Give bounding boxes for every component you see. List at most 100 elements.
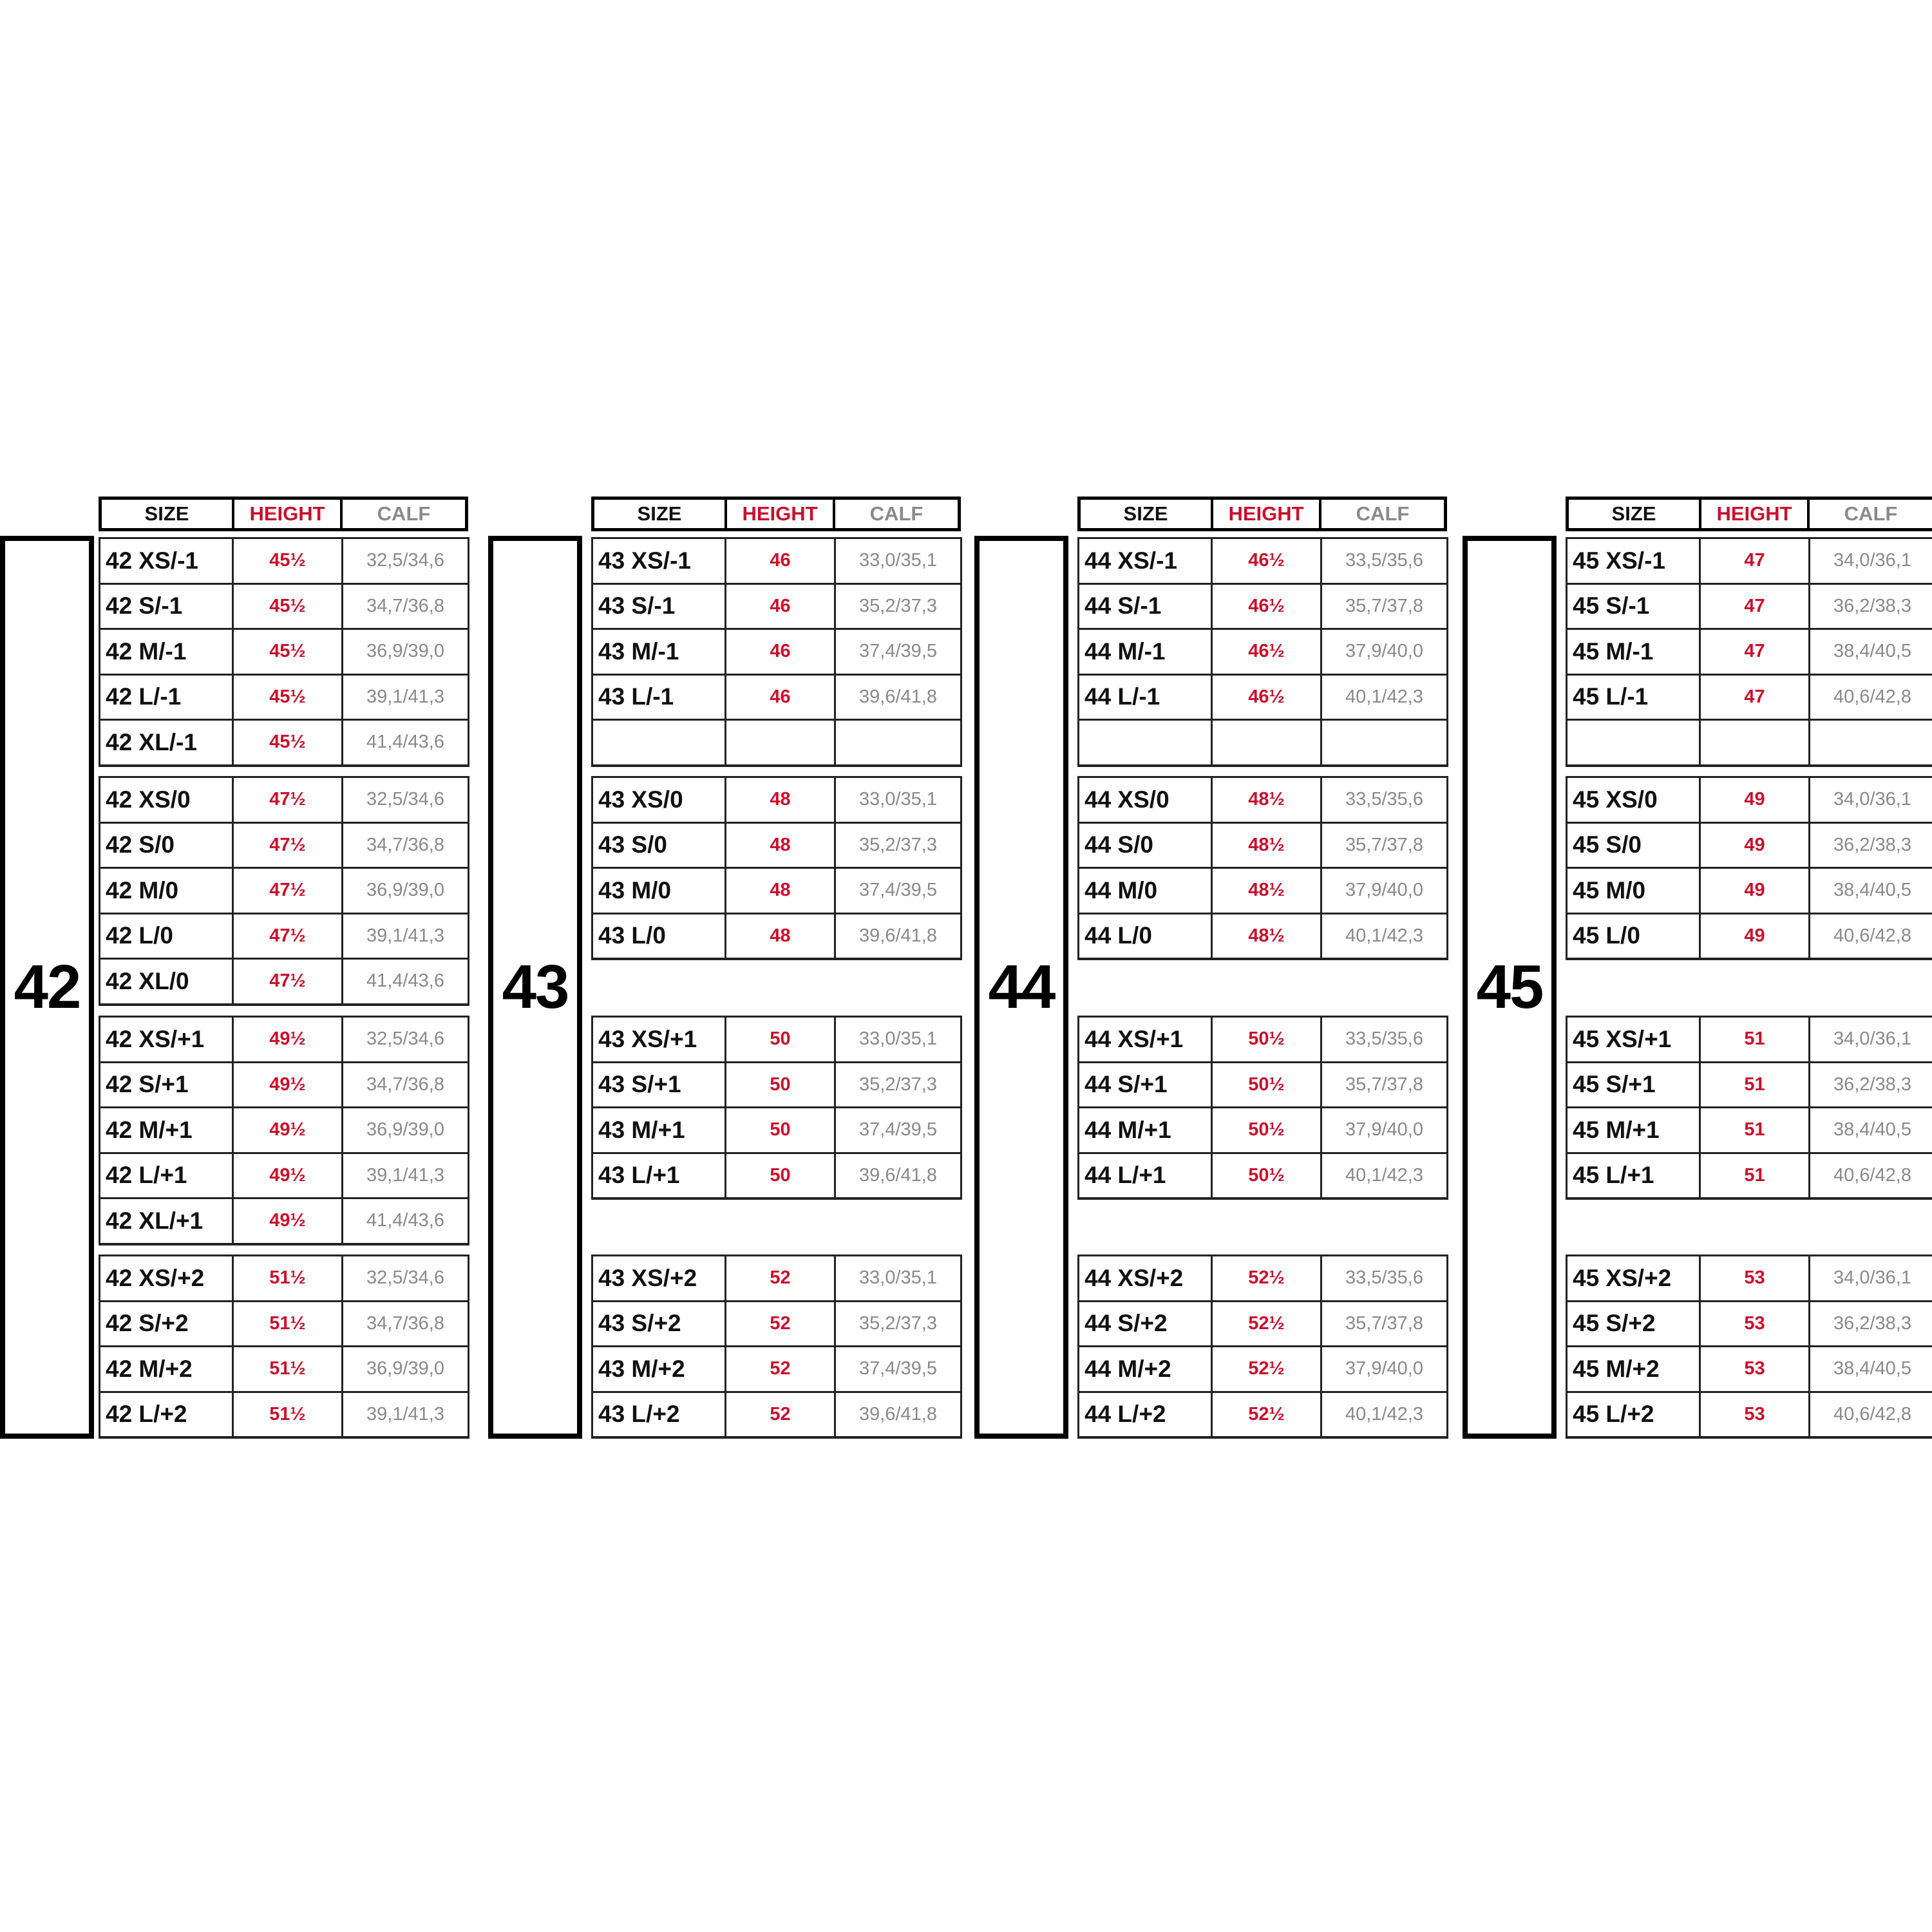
- calf-cell: 35,7/37,8: [1345, 1074, 1423, 1095]
- calf-cell: 36,2/38,3: [1833, 1074, 1911, 1095]
- size-cell: 45 L/+1: [1567, 1153, 1701, 1197]
- table-row: 45 XS/0 49 34,0/36,1: [1567, 778, 1932, 824]
- size-cell: [593, 721, 726, 764]
- table-row: 42 XL/-1 45½ 41,4/43,6: [100, 721, 468, 764]
- calf-cell: 36,9/39,0: [366, 1119, 444, 1141]
- calf-cell: 40,6/42,8: [1833, 925, 1911, 946]
- size-cell: 42 M/+1: [100, 1108, 234, 1152]
- height-cell: 50: [726, 1108, 836, 1152]
- table-row: 44 L/0 48½ 40,1/42,3: [1079, 914, 1446, 958]
- height-cell: 46½: [1213, 584, 1322, 628]
- table-row: 42 S/-1 45½ 34,7/36,8: [100, 584, 468, 630]
- height-cell: 47½: [234, 778, 343, 822]
- height-cell: 50½: [1213, 1018, 1322, 1061]
- calf-cell: 33,5/35,6: [1345, 789, 1423, 810]
- size-cell: 44 M/0: [1079, 869, 1213, 913]
- calf-cell: 35,2/37,3: [859, 595, 937, 616]
- header-size: SIZE: [594, 500, 727, 528]
- calf-cell: [1810, 721, 1932, 764]
- calf-cell: 35,2/37,3: [859, 834, 937, 855]
- height-cell: 46½: [1213, 630, 1322, 674]
- calf-cell: 35,2/37,3: [859, 1074, 937, 1095]
- table-row: 45 XS/+1 51 34,0/36,1: [1567, 1018, 1932, 1063]
- size-panel-43: 43 SIZE HEIGHT CALF 43 XS/-1 46 33,0/35,1 43 S/…: [488, 0, 965, 1932]
- size-cell: 42 XL/-1: [100, 721, 234, 764]
- header-calf: CALF: [869, 502, 923, 525]
- size-cell: 44 M/+2: [1079, 1347, 1213, 1391]
- height-cell: 53: [1701, 1347, 1810, 1391]
- calf-cell: 33,0/35,1: [859, 1028, 937, 1050]
- calf-cell: 40,1/42,3: [1345, 1164, 1423, 1186]
- size-cell: 44 M/+1: [1079, 1108, 1213, 1152]
- size-cell: 43 S/+1: [593, 1063, 726, 1106]
- table-row: 45 XS/-1 47 34,0/36,1: [1567, 539, 1932, 585]
- table-row: 45 M/-1 47 38,4/40,5: [1567, 630, 1932, 676]
- table-row: 44 M/+1 50½ 37,9/40,0: [1079, 1108, 1446, 1154]
- calf-cell: 34,7/36,8: [366, 595, 444, 616]
- table-row: 42 L/+2 51½ 39,1/41,3: [100, 1392, 468, 1436]
- size-cell: 45 S/+2: [1567, 1302, 1701, 1345]
- header-height: HEIGHT: [1701, 500, 1810, 528]
- size-cell: 42 S/0: [100, 823, 234, 867]
- size-cell: 43 XS/+2: [593, 1256, 726, 1300]
- size-cell: 42 XS/+1: [100, 1018, 234, 1061]
- size-cell: 44 L/0: [1079, 914, 1213, 958]
- size-cell: 42 S/-1: [100, 584, 234, 628]
- table-row: 42 S/0 47½ 34,7/36,8: [100, 823, 468, 869]
- size-group: 45 XS/+2 53 34,0/36,1 45 S/+2 53 36,2/38,3 45 …: [1566, 1255, 1932, 1439]
- size-cell: 42 L/0: [100, 914, 234, 958]
- size-cell: 45 XS/+2: [1567, 1256, 1701, 1300]
- calf-cell: 34,7/36,8: [366, 1074, 444, 1095]
- size-cell: 42 M/-1: [100, 630, 234, 674]
- height-cell: 51: [1701, 1018, 1810, 1061]
- size-cell: 44 S/+1: [1079, 1063, 1213, 1106]
- calf-cell: 39,1/41,3: [366, 1164, 444, 1186]
- size-cell: 42 XS/-1: [100, 539, 234, 583]
- size-group: 42 XS/0 47½ 32,5/34,6 42 S/0 47½ 34,7/36,8 42 …: [99, 776, 469, 1006]
- height-cell: 51: [1701, 1063, 1810, 1106]
- height-cell: 49: [1701, 778, 1810, 822]
- size-cell: 45 L/0: [1567, 914, 1701, 958]
- header-size: SIZE: [102, 500, 234, 528]
- table-row: 44 L/-1 46½ 40,1/42,3: [1079, 675, 1446, 721]
- height-cell: 47: [1701, 584, 1810, 628]
- height-cell: 48½: [1213, 778, 1322, 822]
- size-group: 42 XS/+1 49½ 32,5/34,6 42 S/+1 49½ 34,7/36,8 4…: [99, 1016, 469, 1245]
- table-row: 45 M/+2 53 38,4/40,5: [1567, 1347, 1932, 1393]
- calf-cell: 32,5/34,6: [366, 789, 444, 810]
- table-row: 45 L/+2 53 40,6/42,8: [1567, 1392, 1932, 1436]
- height-cell: 45½: [234, 539, 343, 583]
- size-cell: 43 XS/-1: [593, 539, 726, 583]
- size-cell: [1567, 721, 1701, 764]
- table-row: 44 L/+1 50½ 40,1/42,3: [1079, 1153, 1446, 1197]
- calf-cell: 36,2/38,3: [1833, 595, 1911, 616]
- table-row: 44 S/+2 52½ 35,7/37,8: [1079, 1302, 1446, 1347]
- calf-cell: 33,5/35,6: [1345, 1028, 1423, 1050]
- calf-cell: 34,0/36,1: [1833, 789, 1911, 810]
- size-group: 44 XS/-1 46½ 33,5/35,6 44 S/-1 46½ 35,7/37,8 4…: [1077, 537, 1448, 767]
- calf-cell: 37,4/39,5: [859, 880, 937, 901]
- size-group: 43 XS/+1 50 33,0/35,1 43 S/+1 50 35,2/37,3 43 …: [591, 1016, 962, 1200]
- height-cell: 51: [1701, 1108, 1810, 1152]
- table-row: 43 M/0 48 37,4/39,5: [593, 869, 960, 914]
- calf-cell: 39,1/41,3: [366, 925, 444, 946]
- height-cell: [726, 721, 836, 764]
- size-cell: 44 XS/-1: [1079, 539, 1213, 583]
- height-cell: 52½: [1213, 1256, 1322, 1300]
- size-cell: 45 S/0: [1567, 823, 1701, 867]
- height-cell: 49: [1701, 823, 1810, 867]
- height-cell: 47: [1701, 630, 1810, 674]
- header-height: HEIGHT: [727, 500, 835, 528]
- table-row: 42 L/0 47½ 39,1/41,3: [100, 914, 468, 960]
- calf-cell: 32,5/34,6: [366, 550, 444, 571]
- height-cell: 47½: [234, 823, 343, 867]
- table-row: 44 S/-1 46½ 35,7/37,8: [1079, 584, 1446, 630]
- height-cell: 49: [1701, 914, 1810, 958]
- height-cell: 49½: [234, 1018, 343, 1061]
- size-cell: 43 M/+1: [593, 1108, 726, 1152]
- size-cell: 42 XL/+1: [100, 1199, 234, 1243]
- calf-cell: 37,9/40,0: [1345, 1358, 1423, 1379]
- table-header: SIZE HEIGHT CALF: [99, 497, 468, 531]
- table-row: 44 XS/-1 46½ 33,5/35,6: [1079, 539, 1446, 585]
- header-height: HEIGHT: [234, 500, 343, 528]
